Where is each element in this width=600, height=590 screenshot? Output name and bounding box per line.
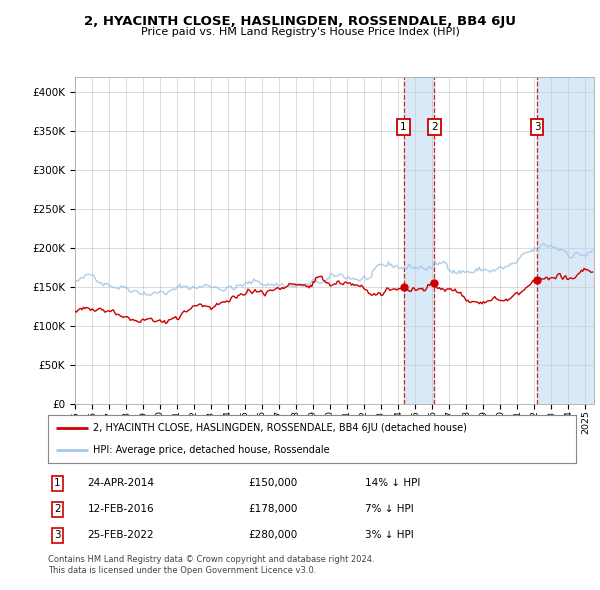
Text: This data is licensed under the Open Government Licence v3.0.: This data is licensed under the Open Gov… bbox=[48, 566, 316, 575]
Text: 12-FEB-2016: 12-FEB-2016 bbox=[88, 504, 154, 514]
Text: Price paid vs. HM Land Registry's House Price Index (HPI): Price paid vs. HM Land Registry's House … bbox=[140, 27, 460, 37]
Text: 1: 1 bbox=[54, 478, 61, 488]
Text: 2: 2 bbox=[431, 122, 437, 132]
Text: HPI: Average price, detached house, Rossendale: HPI: Average price, detached house, Ross… bbox=[93, 445, 329, 455]
Text: 25-FEB-2022: 25-FEB-2022 bbox=[88, 530, 154, 540]
Text: 14% ↓ HPI: 14% ↓ HPI bbox=[365, 478, 420, 488]
Bar bbox=[537, 77, 594, 404]
Text: 3: 3 bbox=[533, 122, 541, 132]
Text: Contains HM Land Registry data © Crown copyright and database right 2024.: Contains HM Land Registry data © Crown c… bbox=[48, 555, 374, 563]
Text: 2: 2 bbox=[54, 504, 61, 514]
Text: £150,000: £150,000 bbox=[248, 478, 298, 488]
Text: £280,000: £280,000 bbox=[248, 530, 298, 540]
Text: £178,000: £178,000 bbox=[248, 504, 298, 514]
Text: 2, HYACINTH CLOSE, HASLINGDEN, ROSSENDALE, BB4 6JU (detached house): 2, HYACINTH CLOSE, HASLINGDEN, ROSSENDAL… bbox=[93, 423, 467, 433]
Text: 3: 3 bbox=[54, 530, 61, 540]
Text: 7% ↓ HPI: 7% ↓ HPI bbox=[365, 504, 413, 514]
Text: 2, HYACINTH CLOSE, HASLINGDEN, ROSSENDALE, BB4 6JU: 2, HYACINTH CLOSE, HASLINGDEN, ROSSENDAL… bbox=[84, 15, 516, 28]
Text: 1: 1 bbox=[400, 122, 407, 132]
Bar bbox=[404, 77, 434, 404]
Text: 24-APR-2014: 24-APR-2014 bbox=[88, 478, 155, 488]
Text: 3% ↓ HPI: 3% ↓ HPI bbox=[365, 530, 413, 540]
